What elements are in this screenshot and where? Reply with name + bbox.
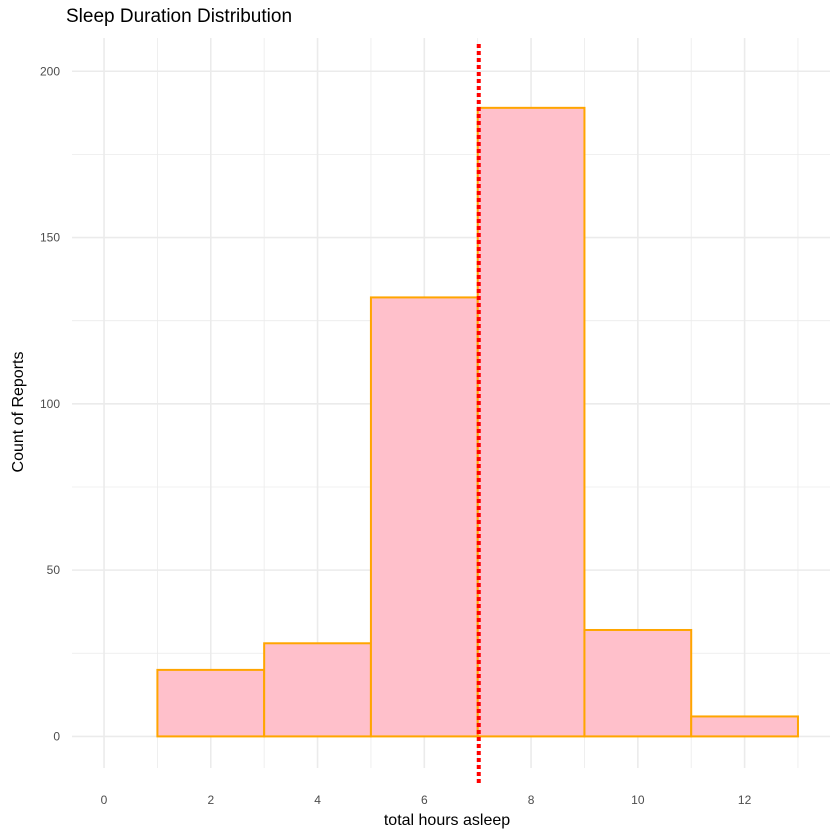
y-axis-title: Count of Reports — [10, 352, 27, 473]
histogram-bar-5 — [583, 628, 693, 738]
y-tick-label: 150 — [40, 231, 60, 245]
chart-title: Sleep Duration Distribution — [66, 6, 293, 27]
x-tick-label: 2 — [207, 793, 214, 807]
histogram-bar-2 — [263, 642, 372, 738]
x-tick-label: 6 — [421, 793, 428, 807]
x-tick-label: 4 — [314, 793, 321, 807]
x-tick-labels: 0 2 4 6 8 10 12 — [101, 793, 752, 807]
y-tick-labels: 0 50 100 150 200 — [40, 64, 60, 743]
histogram-bar-4 — [476, 106, 586, 738]
y-tick-label: 100 — [40, 397, 60, 411]
histogram-bar-6 — [690, 715, 799, 738]
x-axis-title: total hours asleep — [384, 812, 510, 829]
x-tick-label: 12 — [738, 793, 752, 807]
histogram-bar-3 — [369, 296, 479, 738]
x-tick-label: 0 — [101, 793, 108, 807]
y-tick-label: 0 — [53, 729, 60, 743]
y-tick-label: 200 — [40, 64, 60, 78]
x-tick-label: 10 — [631, 793, 645, 807]
x-tick-label: 8 — [528, 793, 535, 807]
histogram-bars — [156, 106, 799, 738]
histogram-bar-1 — [156, 668, 266, 738]
y-tick-label: 50 — [47, 563, 61, 577]
